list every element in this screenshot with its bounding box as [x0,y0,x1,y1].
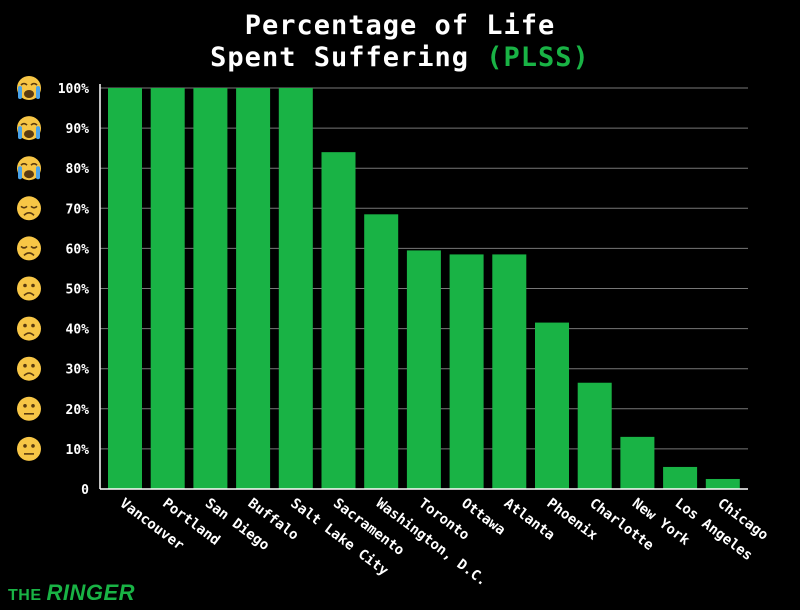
bar [620,436,655,489]
bar [364,214,399,489]
y-tick-label: 90% [66,122,90,137]
y-tick-label: 70% [66,202,90,217]
the-ringer-logo: THE RINGER [8,580,135,606]
chart-title-highlight: (PLSS) [486,42,590,73]
crying-face-icon [17,156,41,181]
crying-face-icon [17,116,41,141]
y-tick-label: 40% [66,323,90,338]
y-tick-label: 0 [81,483,89,498]
y-tick-label: 60% [66,242,90,257]
y-tick-label: 50% [66,283,90,298]
bar [577,382,612,489]
chart-title-prefix: Spent Suffering [210,42,487,73]
bar [492,254,527,489]
bar [150,88,185,489]
y-tick-label: 10% [66,443,90,458]
y-tick-label: 80% [66,162,90,177]
frowning-face-icon [17,316,41,341]
bar [108,88,142,489]
disappointed-face-icon [17,236,41,261]
y-tick-label: 20% [66,403,90,418]
bar [236,88,271,489]
y-tick-label: 30% [66,363,90,378]
neutral-face-icon [17,436,41,461]
chart-title-line1: Percentage of Life [244,10,556,41]
bar [449,254,484,489]
disappointed-face-icon [17,196,41,221]
logo-ringer: RINGER [46,580,136,605]
frowning-face-icon [17,276,41,301]
bar [663,466,698,489]
bar [278,88,313,489]
bar [535,322,569,489]
bar [321,152,356,489]
neutral-face-icon [17,396,41,421]
chart-title-line2: Spent Suffering (PLSS) [0,42,800,73]
bar [193,88,228,489]
frowning-face-icon [17,356,41,381]
crying-face-icon [17,76,41,100]
bar [705,478,740,489]
y-tick-label: 100% [58,82,89,97]
bar [406,250,441,489]
logo-the: THE [8,587,42,604]
